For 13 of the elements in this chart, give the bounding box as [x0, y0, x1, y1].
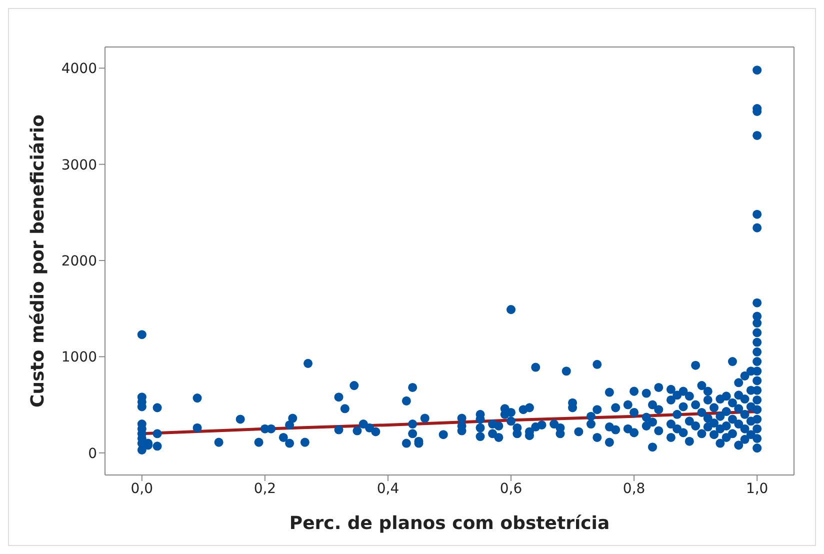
- y-tick-label: 3000: [61, 157, 97, 174]
- x-tick-label: 0,2: [254, 480, 276, 497]
- x-tick-label: 0,0: [130, 480, 154, 497]
- y-tick-label: 1000: [61, 350, 97, 366]
- y-tick-label: 0: [88, 446, 97, 462]
- y-tick-label: 4000: [61, 61, 97, 78]
- y-tick-label: 2000: [61, 253, 97, 270]
- x-tick-label: 1,0: [746, 480, 768, 497]
- y-axis-title: Custo médio por beneficiário: [27, 114, 48, 408]
- x-tick-label: 0,8: [622, 480, 646, 497]
- x-tick-label: 0,6: [500, 480, 522, 497]
- x-axis-title: Perc. de planos com obstetrícia: [289, 513, 610, 534]
- x-tick-label: 0,4: [376, 480, 400, 497]
